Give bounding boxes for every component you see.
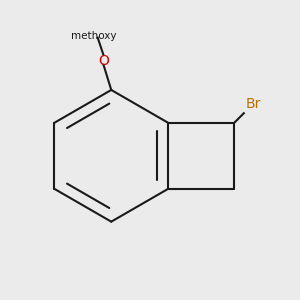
Text: Br: Br bbox=[246, 97, 261, 111]
Text: methoxy: methoxy bbox=[71, 31, 117, 41]
Text: O: O bbox=[98, 54, 109, 68]
